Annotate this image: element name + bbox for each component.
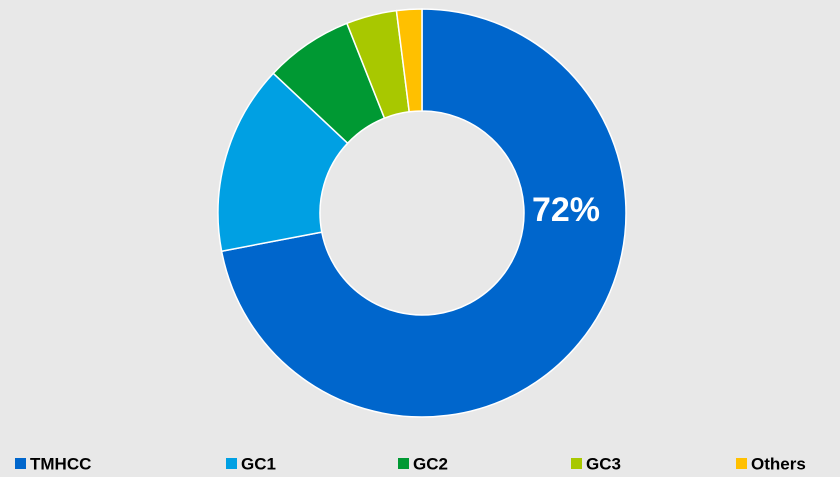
- slice: [220, 8, 627, 418]
- legend-swatch: [736, 458, 747, 469]
- legend-text: GC3: [586, 454, 621, 473]
- legend-text: GC2: [413, 454, 448, 473]
- legend-text: TMHCC: [30, 454, 91, 473]
- legend-swatch: [226, 458, 237, 469]
- slice: [217, 72, 349, 253]
- value-label: 72%: [532, 191, 600, 229]
- legend-swatch: [15, 458, 26, 469]
- slice: [395, 8, 423, 113]
- legend-swatch: [398, 458, 409, 469]
- legend-text: Others: [751, 454, 806, 473]
- legend-swatch: [571, 458, 582, 469]
- legend-text: GC1: [241, 454, 276, 473]
